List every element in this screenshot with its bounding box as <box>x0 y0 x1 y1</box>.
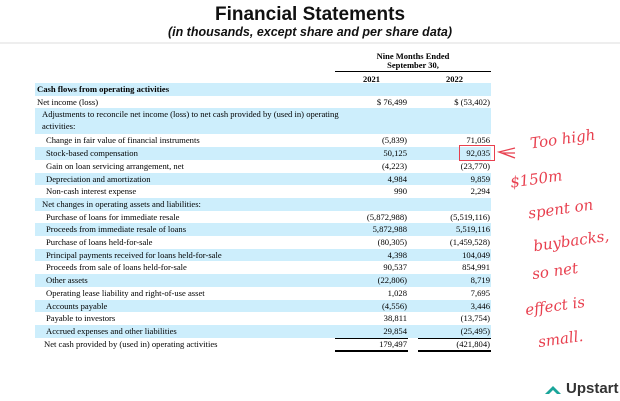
value-2021: 38,811 <box>383 313 407 324</box>
value-2022: 2,294 <box>470 186 490 197</box>
value-2022: (25,495) <box>460 325 490 336</box>
value-2022: 104,049 <box>462 249 490 260</box>
table-row: Purchase of loans for immediate resale (… <box>35 211 491 224</box>
value-2021: 179,497 <box>379 338 407 349</box>
row-label: Purchase of loans for immediate resale <box>46 211 180 222</box>
value-2022: (5,519,116) <box>450 211 490 222</box>
highlight-box <box>459 145 495 161</box>
table-row: Change in fair value of financial instru… <box>35 134 491 147</box>
table-row: Gain on loan servicing arrangement, net … <box>35 160 491 173</box>
upstart-logo: Upstart <box>544 380 619 397</box>
value-2021: 50,125 <box>383 148 407 159</box>
table-row: Other assets (22,806) 8,719 <box>35 274 491 287</box>
row-label: Net changes in operating assets and liab… <box>42 198 201 209</box>
table-row: Stock-based compensation 50,125 92,035 <box>35 147 491 160</box>
row-label: Other assets <box>46 275 88 286</box>
value-2021: 1,028 <box>387 287 407 298</box>
total-underline <box>418 337 491 339</box>
total-double-underline <box>335 350 408 353</box>
table-row: Adjustments to reconcile net income (los… <box>35 108 491 135</box>
value-2022: 8,719 <box>470 275 490 286</box>
annotation-line: effect is <box>524 292 587 320</box>
total-underline <box>335 337 408 339</box>
table-row: Net changes in operating assets and liab… <box>35 197 491 211</box>
row-label: Purchase of loans held-for-sale <box>46 237 153 247</box>
annotation-line: so net <box>530 258 580 284</box>
table-row: Accrued expenses and other liabilities 2… <box>35 324 491 338</box>
value-2021: 4,984 <box>387 173 407 184</box>
period-header-line2: September 30, <box>387 60 439 70</box>
value-2022: 7,695 <box>470 287 490 298</box>
value-2022: (13,754) <box>460 313 490 324</box>
arrow-icon <box>496 147 516 159</box>
page-title: Financial Statements <box>214 4 406 25</box>
divider <box>0 42 620 44</box>
value-2021: (5,839) <box>381 135 407 146</box>
value-2021: 29,854 <box>383 325 407 336</box>
row-label: Net cash provided by (used in) operating… <box>44 338 218 349</box>
row-label: Cash flows from operating activities <box>37 84 170 94</box>
page-subtitle: (in thousands, except share and per shar… <box>167 25 453 39</box>
value-2021: (5,872,988) <box>366 211 407 222</box>
value-2022: (421,804) <box>456 338 490 349</box>
value-2022: 3,446 <box>470 300 490 311</box>
row-label: Stock-based compensation <box>46 148 138 159</box>
total-double-underline <box>418 350 491 353</box>
row-label: Operating lease liability and right-of-u… <box>46 287 205 298</box>
table-row: Cash flows from operating activities <box>35 83 491 96</box>
upstart-logo-icon <box>545 385 561 394</box>
row-label: Accrued expenses and other liabilities <box>46 325 177 336</box>
value-2022: 854,991 <box>462 262 490 273</box>
column-2021: 2021 <box>363 74 380 84</box>
row-label: Adjustments to reconcile net income (los… <box>42 109 339 132</box>
value-2021: 990 <box>394 186 407 197</box>
table-row: Purchase of loans held-for-sale (80,305)… <box>35 236 491 249</box>
annotation-line: small. <box>536 326 585 352</box>
row-label: Change in fair value of financial instru… <box>46 135 200 146</box>
value-2021: (4,223) <box>381 160 407 171</box>
logo-text: Upstart <box>566 380 619 397</box>
value-2021: (22,806) <box>377 275 407 286</box>
row-label: Gain on loan servicing arrangement, net <box>46 160 184 171</box>
table-row: Payable to investors 38,811 (13,754) <box>35 312 491 325</box>
annotation-line: buybacks, <box>532 226 611 256</box>
value-2022: 9,859 <box>470 173 490 184</box>
annotation-line: $150m <box>509 166 564 192</box>
value-2022: 71,056 <box>466 135 490 146</box>
table-row: Non-cash interest expense 990 2,294 <box>35 185 491 198</box>
period-header-line1: Nine Months Ended <box>376 51 450 61</box>
table-row: Proceeds from immediate resale of loans … <box>35 223 491 236</box>
table-row: Proceeds from sale of loans held-for-sal… <box>35 261 491 274</box>
column-2022: 2022 <box>446 74 463 84</box>
annotation-line: spent on <box>527 195 595 223</box>
value-2021: (4,556) <box>381 300 407 311</box>
row-label: Accounts payable <box>46 300 108 311</box>
table-row: Depreciation and amortization 4,984 9,85… <box>35 172 491 186</box>
row-label: Principal payments received for loans he… <box>46 249 222 260</box>
row-label: Net income (loss) <box>37 96 99 107</box>
table-row: Net income (loss) $ 76,499 $ (53,402) <box>35 96 491 109</box>
header-underline <box>335 71 491 72</box>
table-row: Principal payments received for loans he… <box>35 248 491 262</box>
table-row: Net cash provided by (used in) operating… <box>35 338 491 351</box>
value-2022: (1,459,528) <box>449 237 490 247</box>
table-row: Operating lease liability and right-of-u… <box>35 287 491 300</box>
value-2022: $ (53,402) <box>454 96 490 107</box>
value-2022: 5,519,116 <box>455 224 490 235</box>
value-2022: (23,770) <box>460 160 490 171</box>
value-2021: 90,537 <box>383 262 407 273</box>
period-header: Nine Months Ended September 30, <box>335 52 491 70</box>
annotation-line: Too high <box>529 125 597 153</box>
value-2021: (80,305) <box>377 237 407 247</box>
row-label: Depreciation and amortization <box>46 173 151 184</box>
value-2021: 5,872,988 <box>372 224 407 235</box>
row-label: Proceeds from immediate resale of loans <box>46 224 187 235</box>
value-2022: 92,035 <box>466 148 490 159</box>
row-label: Non-cash interest expense <box>46 186 137 197</box>
row-label: Proceeds from sale of loans held-for-sal… <box>46 262 187 273</box>
row-label: Payable to investors <box>46 313 116 324</box>
value-2021: 4,398 <box>387 249 407 260</box>
table-row: Accounts payable (4,556) 3,446 <box>35 299 491 313</box>
value-2021: $ 76,499 <box>376 96 407 107</box>
